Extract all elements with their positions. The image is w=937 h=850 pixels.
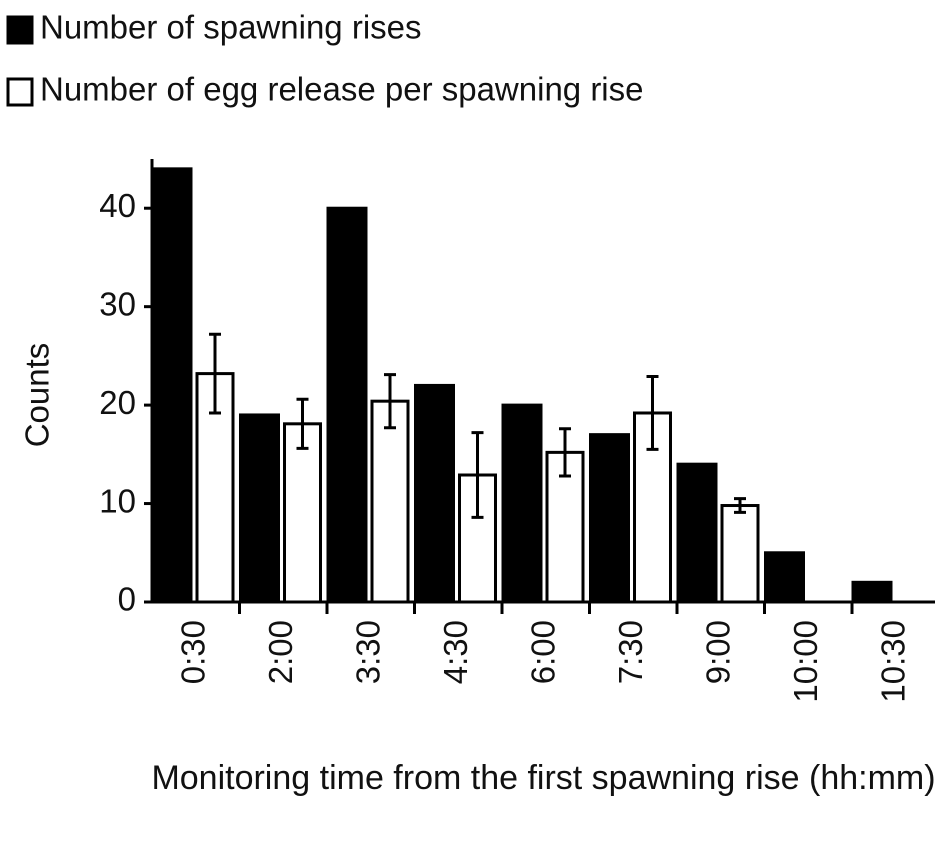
legend-swatch: [6, 77, 34, 107]
y-tick-label: 0: [118, 581, 136, 618]
error-bar: [209, 332, 221, 415]
x-tick-label: 10:00: [787, 620, 824, 703]
bar: [764, 551, 805, 604]
y-axis-label: Counts: [19, 343, 56, 448]
error-bar: [559, 427, 571, 478]
x-tick-label: 4:30: [437, 620, 474, 684]
bar: [676, 462, 718, 604]
x-tick-label: 9:00: [699, 620, 736, 684]
error-bar: [734, 497, 746, 514]
error-bar: [384, 373, 396, 430]
bar: [589, 433, 630, 604]
bar: [239, 413, 280, 604]
x-tick-label: 2:00: [262, 620, 299, 684]
x-tick-label: 3:30: [349, 620, 386, 684]
legend-label: Number of egg release per spawning rise: [40, 71, 644, 108]
bar: [414, 383, 455, 604]
error-bar: [471, 431, 484, 519]
bar: [151, 167, 193, 604]
x-tick-label: 7:30: [612, 620, 649, 684]
error-bar: [296, 397, 309, 450]
bar: [283, 422, 322, 604]
bar: [370, 399, 410, 604]
x-axis-label: Monitoring time from the first spawning …: [151, 759, 936, 797]
bar: [326, 206, 368, 604]
y-tick-label: 20: [99, 384, 136, 421]
bar: [851, 580, 893, 604]
bar: [501, 403, 543, 604]
legend-label: Number of spawning rises: [40, 9, 422, 46]
bar: [720, 504, 760, 604]
error-bar: [646, 375, 659, 451]
x-tick-label: 6:00: [524, 620, 561, 684]
legend-swatch: [6, 15, 34, 45]
y-tick-label: 40: [99, 187, 136, 224]
y-tick-label: 30: [99, 285, 136, 322]
y-tick-label: 10: [99, 482, 136, 519]
x-tick-label: 10:30: [874, 620, 911, 703]
x-tick-label: 0:30: [174, 620, 211, 684]
